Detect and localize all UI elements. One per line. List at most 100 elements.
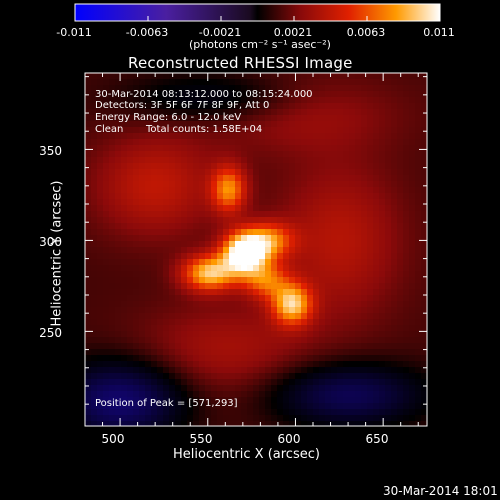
heatmap-cell <box>211 403 218 410</box>
heatmap-cell <box>379 361 386 368</box>
heatmap-cell <box>181 73 188 80</box>
heatmap-cell <box>175 283 182 290</box>
heatmap-cell <box>301 157 308 164</box>
heatmap-cell <box>379 103 386 110</box>
heatmap-cell <box>421 91 427 98</box>
heatmap-cell <box>253 277 260 284</box>
heatmap-cell <box>367 151 374 158</box>
heatmap-cell <box>379 367 386 374</box>
heatmap-cell <box>415 97 422 104</box>
heatmap-cell <box>361 229 368 236</box>
heatmap-cell <box>205 391 212 398</box>
heatmap-cell <box>337 133 344 140</box>
heatmap-cell <box>235 103 242 110</box>
heatmap-cell <box>397 199 404 206</box>
heatmap-cell <box>211 367 218 374</box>
heatmap-cell <box>313 319 320 326</box>
heatmap-cell <box>409 229 416 236</box>
heatmap-cell <box>367 271 374 278</box>
heatmap-cell <box>277 403 284 410</box>
heatmap-cell <box>277 307 284 314</box>
heatmap-cell <box>421 235 427 242</box>
heatmap-cell <box>169 193 176 200</box>
heatmap-cell <box>187 145 194 152</box>
heatmap-cell <box>313 133 320 140</box>
heatmap-cell <box>259 241 266 248</box>
heatmap-cell <box>289 115 296 122</box>
heatmap-cell <box>409 331 416 338</box>
heatmap-cell <box>205 235 212 242</box>
heatmap-cell <box>115 289 122 296</box>
heatmap-cell <box>373 343 380 350</box>
heatmap-cell <box>349 133 356 140</box>
heatmap-cell <box>355 193 362 200</box>
heatmap-cell <box>283 367 290 374</box>
heatmap-cell <box>229 241 236 248</box>
heatmap-cell <box>103 307 110 314</box>
heatmap-cell <box>223 397 230 404</box>
heatmap-cell <box>271 265 278 272</box>
heatmap-cell <box>313 403 320 410</box>
heatmap-cell <box>295 115 302 122</box>
heatmap-cell <box>385 175 392 182</box>
heatmap-cell <box>115 187 122 194</box>
heatmap-cell <box>217 247 224 254</box>
heatmap-cell <box>355 181 362 188</box>
heatmap-cell <box>205 127 212 134</box>
heatmap-cell <box>163 277 170 284</box>
heatmap-cell <box>187 241 194 248</box>
heatmap-cell <box>199 187 206 194</box>
heatmap-cell <box>403 85 410 92</box>
heatmap-cell <box>85 313 92 320</box>
heatmap-cell <box>283 415 290 422</box>
heatmap-cell <box>115 247 122 254</box>
heatmap-cell <box>289 235 296 242</box>
heatmap-cell <box>397 235 404 242</box>
heatmap-cell <box>373 259 380 266</box>
heatmap-cell <box>235 187 242 194</box>
heatmap-cell <box>397 337 404 344</box>
heatmap-cell <box>259 223 266 230</box>
heatmap-cell <box>133 91 140 98</box>
heatmap-cell <box>169 307 176 314</box>
heatmap-cell <box>265 307 272 314</box>
heatmap-cell <box>103 199 110 206</box>
heatmap-cell <box>403 175 410 182</box>
heatmap-cell <box>163 313 170 320</box>
heatmap-cell <box>217 187 224 194</box>
heatmap-cell <box>349 115 356 122</box>
heatmap-cell <box>109 223 116 230</box>
heatmap-cell <box>301 415 308 422</box>
heatmap-cell <box>349 403 356 410</box>
heatmap-cell <box>241 241 248 248</box>
heatmap-cell <box>229 313 236 320</box>
heatmap-cell <box>277 397 284 404</box>
heatmap-cell <box>301 319 308 326</box>
heatmap-cell <box>415 139 422 146</box>
heatmap-cell <box>91 85 98 92</box>
heatmap-cell <box>337 325 344 332</box>
heatmap-cell <box>409 385 416 392</box>
heatmap-cell <box>259 187 266 194</box>
heatmap-cell <box>331 289 338 296</box>
heatmap-cell <box>283 241 290 248</box>
heatmap-cell <box>109 151 116 158</box>
heatmap-cell <box>115 409 122 416</box>
heatmap-cell <box>391 103 398 110</box>
heatmap-cell <box>421 385 427 392</box>
heatmap-cell <box>199 367 206 374</box>
heatmap-cell <box>97 409 104 416</box>
heatmap-cell <box>199 91 206 98</box>
heatmap-cell <box>247 73 254 80</box>
heatmap-cell <box>409 295 416 302</box>
heatmap-cell <box>379 409 386 416</box>
heatmap-cell <box>313 325 320 332</box>
heatmap-cell <box>151 367 158 374</box>
heatmap-cell <box>223 295 230 302</box>
heatmap-cell <box>313 181 320 188</box>
heatmap-cell <box>385 289 392 296</box>
heatmap-cell <box>199 103 206 110</box>
heatmap-cell <box>397 349 404 356</box>
heatmap-cell <box>211 265 218 272</box>
heatmap-cell <box>205 175 212 182</box>
